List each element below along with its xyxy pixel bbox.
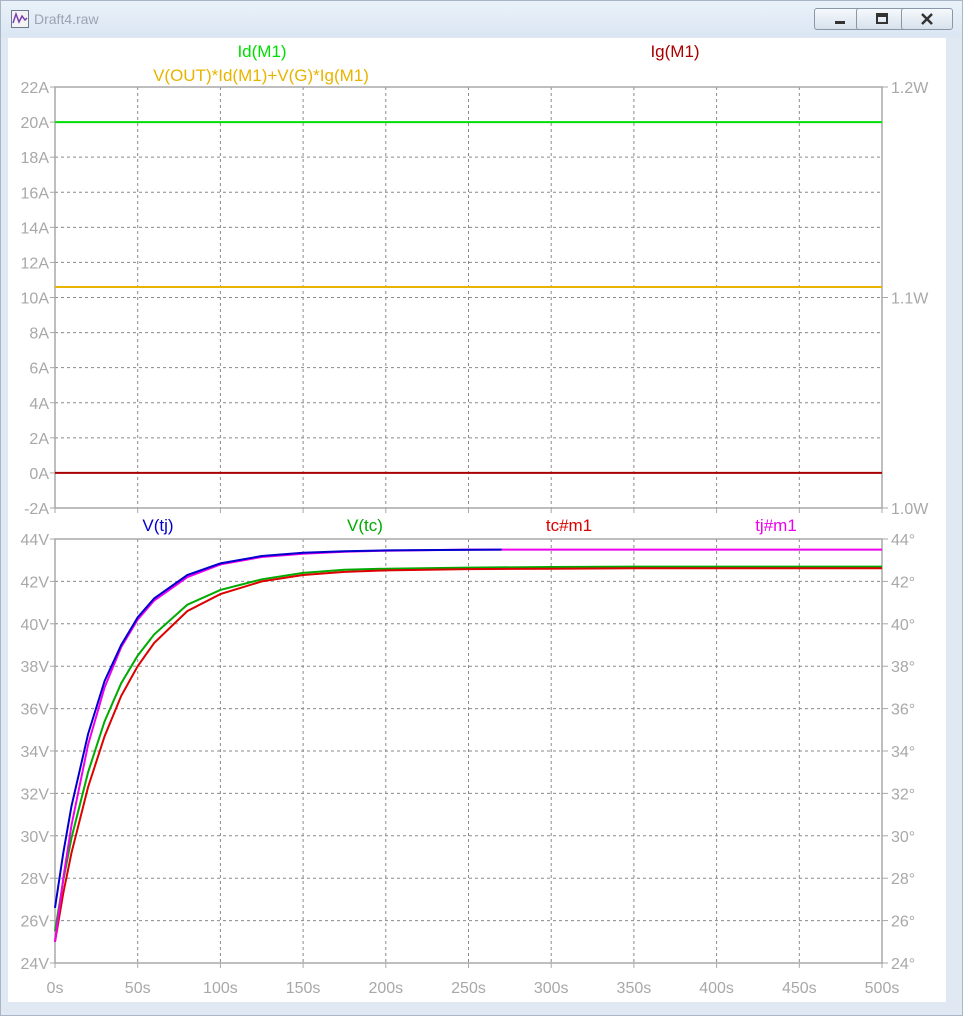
series-group bbox=[54, 548, 882, 942]
right-axis-tick-label: 42° bbox=[891, 574, 915, 591]
left-axis-tick-label: 2A bbox=[29, 431, 49, 448]
left-axis-tick-label: 14A bbox=[21, 220, 50, 237]
right-axis-tick-label: 24° bbox=[891, 956, 915, 973]
left-axis-tick-label: 32V bbox=[21, 786, 50, 803]
left-axis-tick-label: 8A bbox=[29, 326, 49, 343]
left-axis-tick-label: 30V bbox=[21, 829, 50, 846]
x-axis-tick-label: 450s bbox=[782, 980, 817, 997]
maximize-icon bbox=[876, 13, 888, 24]
plot-pane-2: 24V 26V 28V 30V 32V 34V 36V 38V 40V 42V 44V 24° 26° 2… bbox=[21, 516, 916, 997]
plot-pane-1: -2A 0A 2A 4A 6A 8A 10A 12A 14A 16A 18A 20A 22A 1.0W 1.… bbox=[21, 42, 930, 518]
left-axis-tick-label: 12A bbox=[21, 255, 50, 272]
series-line bbox=[54, 565, 882, 932]
left-axis-tick-label: 6A bbox=[29, 361, 49, 378]
right-axis-tick-label: 34° bbox=[891, 744, 915, 761]
x-axis-tick-label: 50s bbox=[125, 980, 151, 997]
close-icon bbox=[921, 13, 933, 25]
left-axis-tick-label: 36V bbox=[21, 702, 50, 719]
x-axis-tick-label: 500s bbox=[865, 980, 900, 997]
right-axis-tick-label: 32° bbox=[891, 786, 915, 803]
left-axis-tick-label: 34V bbox=[21, 744, 50, 761]
left-axis-tick-label: 16A bbox=[21, 185, 50, 202]
x-axis-tick-label: 300s bbox=[534, 980, 569, 997]
legend-entry: V(tc) bbox=[347, 516, 383, 535]
right-axis-tick-label: 38° bbox=[891, 659, 915, 676]
right-axis-tick-label: 26° bbox=[891, 914, 915, 931]
left-axis-tick-label: -2A bbox=[24, 501, 49, 518]
series-group bbox=[55, 121, 882, 474]
right-axis-tick-label: 1.1W bbox=[891, 291, 929, 308]
right-axis-tick-label: 1.2W bbox=[891, 80, 929, 97]
left-axis-tick-label: 22A bbox=[21, 80, 50, 97]
legend-entry: V(tj) bbox=[142, 516, 173, 535]
left-axis-tick-label: 26V bbox=[21, 914, 50, 931]
x-axis-tick-label: 150s bbox=[286, 980, 321, 997]
right-axis-tick-label: 28° bbox=[891, 871, 915, 888]
plot-area[interactable]: -2A 0A 2A 4A 6A 8A 10A 12A 14A 16A 18A 20A 22A 1.0W 1.… bbox=[8, 38, 946, 1002]
close-button[interactable] bbox=[901, 8, 953, 30]
series-line bbox=[54, 567, 882, 942]
left-axis-tick-label: 20A bbox=[21, 115, 50, 132]
legend-entry: Id(M1) bbox=[237, 42, 286, 61]
x-axis-tick-label: 400s bbox=[699, 980, 734, 997]
right-axis-tick-label: 40° bbox=[891, 617, 915, 634]
waveform-plots[interactable]: -2A 0A 2A 4A 6A 8A 10A 12A 14A 16A 18A 20A 22A 1.0W 1.… bbox=[8, 38, 946, 1002]
right-axis-tick-label: 36° bbox=[891, 702, 915, 719]
minimize-icon bbox=[835, 21, 845, 24]
window-title: Draft4.raw bbox=[34, 11, 99, 27]
legend-entry: tc#m1 bbox=[546, 516, 592, 535]
x-axis-tick-label: 350s bbox=[617, 980, 652, 997]
left-axis-tick-label: 10A bbox=[21, 291, 50, 308]
left-axis-tick-label: 4A bbox=[29, 396, 49, 413]
right-axis-tick-label: 30° bbox=[891, 829, 915, 846]
x-axis-tick-label: 200s bbox=[368, 980, 403, 997]
title-bar[interactable]: Draft4.raw bbox=[1, 1, 962, 37]
legend-entry: tj#m1 bbox=[755, 516, 797, 535]
left-axis-tick-label: 44V bbox=[21, 532, 50, 549]
x-axis-tick-label: 0s bbox=[47, 980, 64, 997]
left-axis-tick-label: 38V bbox=[21, 659, 50, 676]
legend-entry: V(OUT)*Id(M1)+V(G)*Ig(M1) bbox=[153, 66, 369, 85]
left-axis-tick-label: 24V bbox=[21, 956, 50, 973]
x-axis-tick-label: 100s bbox=[203, 980, 238, 997]
left-axis-tick-label: 40V bbox=[21, 617, 50, 634]
left-axis-tick-label: 0A bbox=[29, 466, 49, 483]
waveform-icon bbox=[11, 10, 29, 28]
x-axis-tick-label: 250s bbox=[451, 980, 486, 997]
left-axis-tick-label: 42V bbox=[21, 574, 50, 591]
right-axis-tick-label: 44° bbox=[891, 532, 915, 549]
left-axis-tick-label: 28V bbox=[21, 871, 50, 888]
left-axis-tick-label: 18A bbox=[21, 150, 50, 167]
legend-entry: Ig(M1) bbox=[650, 42, 699, 61]
right-axis-tick-label: 1.0W bbox=[891, 501, 929, 518]
series-line bbox=[54, 548, 502, 909]
